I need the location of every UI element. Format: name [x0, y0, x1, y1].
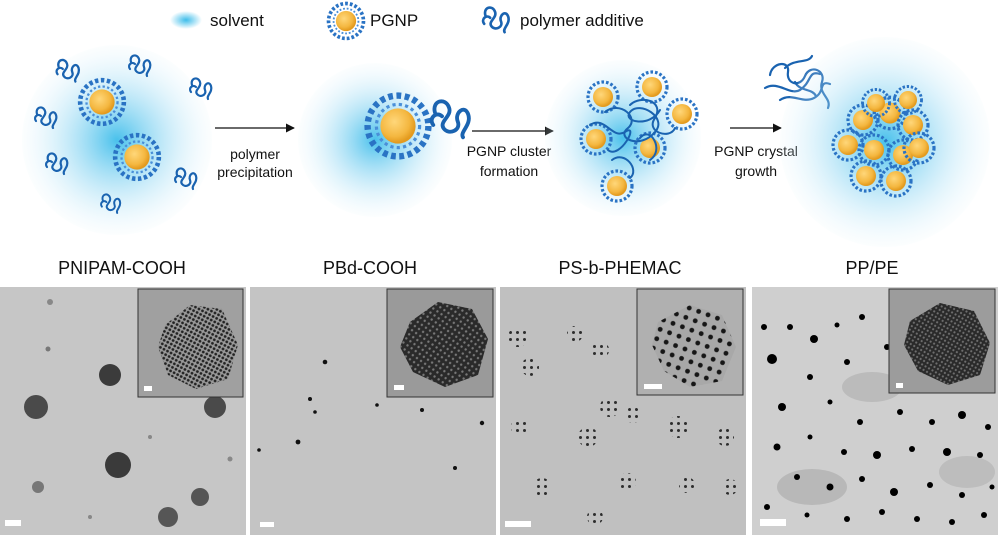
tem-image-3	[500, 287, 746, 535]
step2-label-line1: PGNP cluster	[467, 143, 552, 159]
legend-pgnp-label: PGNP	[370, 11, 418, 30]
solvent-blob-icon	[170, 11, 202, 29]
legend-solvent-label: solvent	[210, 11, 264, 30]
legend: solvent PGNP polymer additive	[170, 1, 644, 41]
step3-label-line2: growth	[735, 163, 777, 179]
tem-image-1	[0, 287, 246, 535]
panel-title-3: PS-b-PHEMAC	[558, 258, 682, 278]
stage-2-precipitation	[298, 63, 471, 217]
step3-label-line1: PGNP crystal	[714, 143, 798, 159]
stage-4-crystal	[780, 37, 990, 247]
legend-polymer-label: polymer additive	[520, 11, 644, 30]
panel-title-2: PBd-COOH	[322, 258, 418, 278]
schematic-diagram: solvent PGNP polymer additive polymer pr…	[22, 1, 990, 247]
tem-image-4	[752, 287, 998, 535]
tem-image-2	[250, 287, 496, 535]
step1-label-line1: polymer	[230, 146, 280, 162]
pgnp-particle-icon	[326, 1, 366, 41]
stage-1-solution	[22, 45, 213, 235]
panel-title-1: PNIPAM-COOH	[58, 258, 186, 278]
step2-label-line2: formation	[480, 163, 538, 179]
polymer-coil-icon	[481, 6, 510, 34]
panel-title-4: PP/PE	[845, 258, 899, 278]
stage-3-cluster	[545, 60, 701, 216]
step1-label-line2: precipitation	[217, 164, 293, 180]
